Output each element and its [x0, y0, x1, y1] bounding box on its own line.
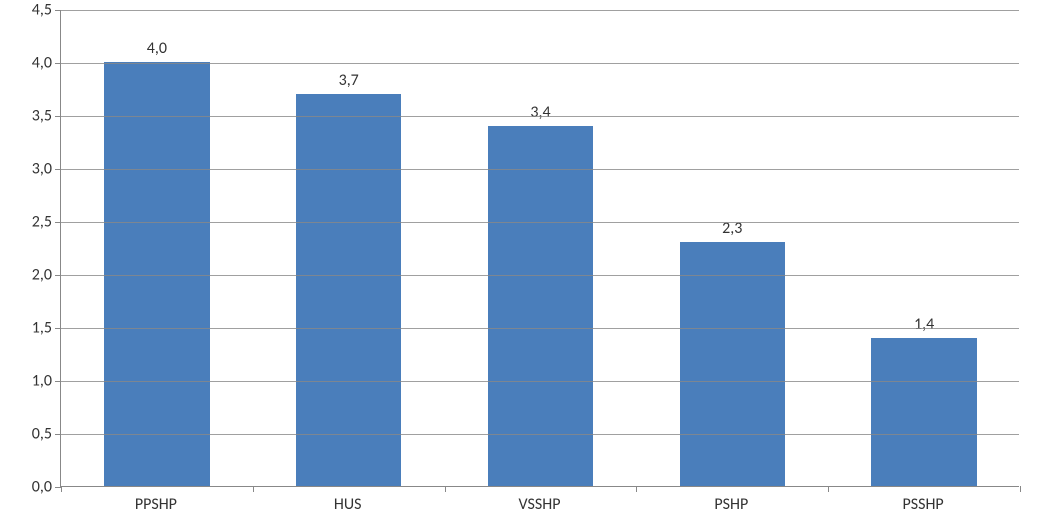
- y-tick-label: 2,0: [32, 266, 52, 285]
- bar-value-label: 3,7: [339, 71, 359, 90]
- y-tick-label: 0,0: [32, 478, 52, 497]
- x-tick-label: PPSHP: [135, 495, 177, 514]
- y-tick-label: 4,0: [32, 54, 52, 73]
- bar: 1,4: [871, 338, 976, 486]
- y-gridline: [61, 381, 1019, 382]
- x-tick-label: VSSHP: [519, 495, 561, 514]
- y-gridline: [61, 434, 1019, 435]
- y-tick-label: 3,5: [32, 107, 52, 126]
- y-tick: [55, 10, 61, 11]
- x-tick-label: PSSHP: [902, 495, 943, 514]
- y-tick: [55, 116, 61, 117]
- y-gridline: [61, 222, 1019, 223]
- y-tick-label: 4,5: [32, 1, 52, 20]
- y-tick: [55, 328, 61, 329]
- x-tick: [1020, 486, 1021, 492]
- y-gridline: [61, 116, 1019, 117]
- y-tick-label: 2,5: [32, 213, 52, 232]
- y-gridline: [61, 275, 1019, 276]
- y-tick: [55, 275, 61, 276]
- y-gridline: [61, 10, 1019, 11]
- y-tick: [55, 63, 61, 64]
- bar: 3,7: [296, 94, 401, 486]
- y-tick-label: 1,0: [32, 372, 52, 391]
- bar-value-label: 1,4: [914, 315, 934, 334]
- y-gridline: [61, 169, 1019, 170]
- bars-layer: 4,0 3,7 3,4 2,3 1,4: [61, 10, 1019, 486]
- y-tick: [55, 381, 61, 382]
- y-tick: [55, 222, 61, 223]
- x-axis-labels: PPSHP HUS VSSHP PSHP PSSHP: [60, 487, 1019, 527]
- plot-area: 4,0 3,7 3,4 2,3 1,4: [60, 10, 1019, 487]
- bar-value-label: 4,0: [147, 39, 167, 58]
- y-tick: [55, 434, 61, 435]
- y-gridline: [61, 63, 1019, 64]
- y-tick: [55, 169, 61, 170]
- y-gridline: [61, 328, 1019, 329]
- y-tick-label: 1,5: [32, 319, 52, 338]
- y-axis-labels: 0,0 0,5 1,0 1,5 2,0 2,5 3,0 3,5 4,0 4,5: [0, 0, 60, 527]
- x-tick-label: HUS: [334, 495, 362, 514]
- bar-chart: 0,0 0,5 1,0 1,5 2,0 2,5 3,0 3,5 4,0 4,5 4,0 3,7 3,4…: [0, 0, 1039, 527]
- bar: 4,0: [104, 62, 209, 486]
- bar: 3,4: [488, 126, 593, 486]
- bar-value-label: 3,4: [530, 103, 550, 122]
- x-tick-label: PSHP: [714, 495, 748, 514]
- y-tick-label: 0,5: [32, 425, 52, 444]
- y-tick-label: 3,0: [32, 160, 52, 179]
- bar: 2,3: [680, 242, 785, 486]
